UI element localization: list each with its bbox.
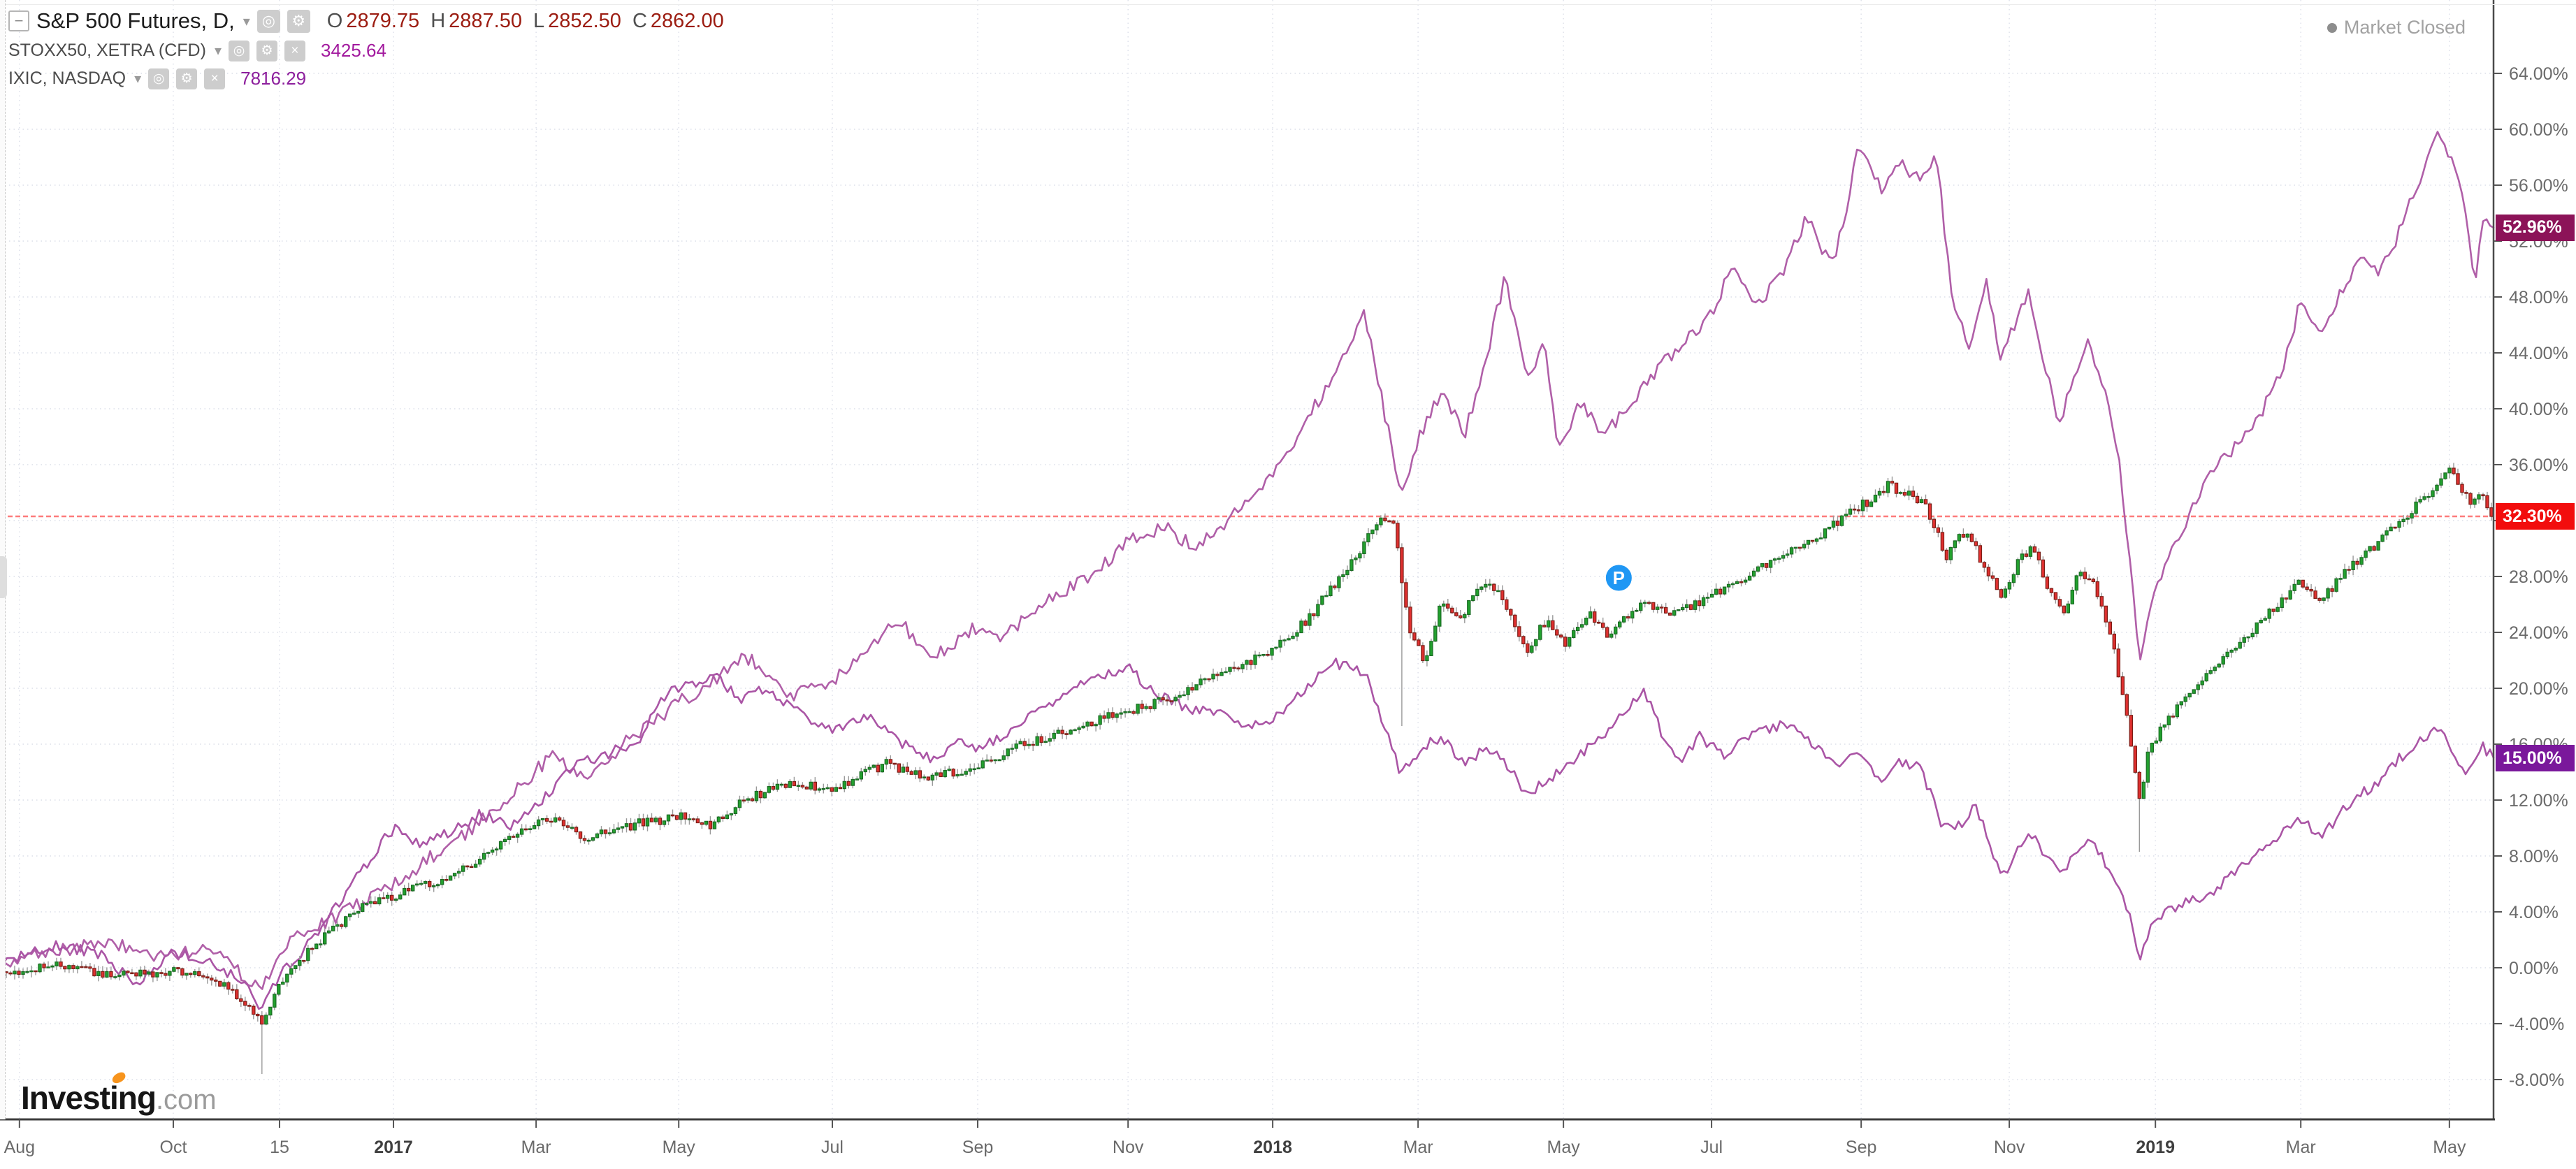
- stoxx50-symbol-label[interactable]: STOXX50, XETRA (CFD): [8, 41, 206, 60]
- svg-text:Jul: Jul: [1700, 1138, 1723, 1157]
- ixic-symbol-label[interactable]: IXIC, NASDAQ: [8, 68, 126, 88]
- svg-text:P: P: [1613, 567, 1625, 588]
- svg-text:56.00%: 56.00%: [2509, 176, 2568, 196]
- chevron-down-icon[interactable]: ▾: [243, 13, 250, 29]
- svg-text:44.00%: 44.00%: [2509, 344, 2568, 363]
- svg-text:0.00%: 0.00%: [2509, 959, 2559, 978]
- high-label: H: [430, 9, 446, 32]
- svg-text:8.00%: 8.00%: [2509, 847, 2559, 866]
- close-label: C: [632, 9, 647, 32]
- low-label: L: [533, 9, 545, 32]
- svg-text:May: May: [663, 1138, 696, 1157]
- legend-row-stoxx50: STOXX50, XETRA (CFD) ▾ ◎ ⚙ × 3425.64: [8, 40, 724, 61]
- svg-text:May: May: [1547, 1138, 1581, 1157]
- svg-text:Aug: Aug: [4, 1138, 35, 1157]
- svg-text:Nov: Nov: [1113, 1138, 1144, 1157]
- main-symbol-title[interactable]: S&P 500 Futures, D,: [36, 8, 235, 33]
- svg-text:20.00%: 20.00%: [2509, 679, 2568, 699]
- chevron-down-icon[interactable]: ▾: [214, 43, 222, 59]
- svg-text:4.00%: 4.00%: [2509, 903, 2559, 922]
- axis-badge-ixic: 52.96%: [2496, 214, 2575, 241]
- svg-text:2018: 2018: [1253, 1138, 1292, 1157]
- svg-text:15: 15: [270, 1138, 289, 1157]
- market-status: Market Closed: [2327, 17, 2466, 38]
- legend-collapse-icon[interactable]: −: [8, 10, 29, 31]
- legend-row-main: − S&P 500 Futures, D, ▾ ◎ ⚙ O 2879.75 H 28…: [8, 8, 724, 34]
- legend-row-ixic: IXIC, NASDAQ ▾ ◎ ⚙ × 7816.29: [8, 68, 724, 89]
- svg-text:-4.00%: -4.00%: [2509, 1015, 2564, 1034]
- close-icon[interactable]: ×: [284, 40, 305, 61]
- svg-text:40.00%: 40.00%: [2509, 400, 2568, 419]
- svg-text:12.00%: 12.00%: [2509, 791, 2568, 811]
- axis-badge-stoxx: 15.00%: [2496, 745, 2575, 771]
- svg-text:-8.00%: -8.00%: [2509, 1070, 2564, 1090]
- logo-suffix-text: .com: [155, 1084, 217, 1115]
- toolbar-expand-handle[interactable]: [0, 556, 7, 598]
- svg-text:24.00%: 24.00%: [2509, 623, 2568, 643]
- svg-text:Sep: Sep: [1846, 1138, 1876, 1157]
- target-icon[interactable]: ◎: [256, 9, 280, 33]
- close-value: 2862.00: [650, 9, 724, 32]
- svg-text:Mar: Mar: [1403, 1138, 1433, 1157]
- svg-text:May: May: [2433, 1138, 2466, 1157]
- gear-icon[interactable]: ⚙: [176, 68, 198, 89]
- gear-icon[interactable]: ⚙: [287, 9, 310, 33]
- status-dot-icon: [2327, 22, 2337, 33]
- svg-text:28.00%: 28.00%: [2509, 567, 2568, 587]
- top-divider: [0, 4, 2576, 5]
- investing-logo: Investing.com: [21, 1070, 217, 1117]
- logo-brand-text: Investing: [21, 1080, 157, 1116]
- svg-text:Mar: Mar: [521, 1138, 551, 1157]
- svg-text:2019: 2019: [2136, 1138, 2175, 1157]
- svg-text:Jul: Jul: [821, 1138, 844, 1157]
- open-value: 2879.75: [346, 9, 420, 32]
- svg-text:Nov: Nov: [1994, 1138, 2025, 1157]
- svg-text:Oct: Oct: [160, 1138, 187, 1157]
- low-value: 2852.50: [548, 9, 621, 32]
- svg-text:64.00%: 64.00%: [2509, 64, 2568, 84]
- open-label: O: [326, 9, 343, 32]
- svg-text:36.00%: 36.00%: [2509, 456, 2568, 475]
- legend: − S&P 500 Futures, D, ▾ ◎ ⚙ O 2879.75 H 28…: [8, 8, 724, 89]
- ohlc-values: O 2879.75 H 2887.50 L 2852.50 C 2862.00: [327, 10, 724, 33]
- high-value: 2887.50: [449, 9, 522, 32]
- svg-text:Mar: Mar: [2286, 1138, 2316, 1157]
- axis-badge-spx: 32.30%: [2496, 503, 2575, 530]
- market-status-text: Market Closed: [2343, 17, 2466, 38]
- target-icon[interactable]: ◎: [228, 40, 249, 61]
- svg-text:60.00%: 60.00%: [2509, 120, 2568, 140]
- svg-text:48.00%: 48.00%: [2509, 288, 2568, 307]
- gear-icon[interactable]: ⚙: [256, 40, 277, 61]
- close-icon[interactable]: ×: [204, 68, 226, 89]
- chevron-down-icon[interactable]: ▾: [134, 71, 142, 87]
- target-icon[interactable]: ◎: [148, 68, 170, 89]
- ixic-last-value: 7816.29: [240, 68, 307, 89]
- svg-text:2017: 2017: [374, 1138, 413, 1157]
- svg-text:Sep: Sep: [962, 1138, 993, 1157]
- stoxx50-last-value: 3425.64: [320, 40, 386, 61]
